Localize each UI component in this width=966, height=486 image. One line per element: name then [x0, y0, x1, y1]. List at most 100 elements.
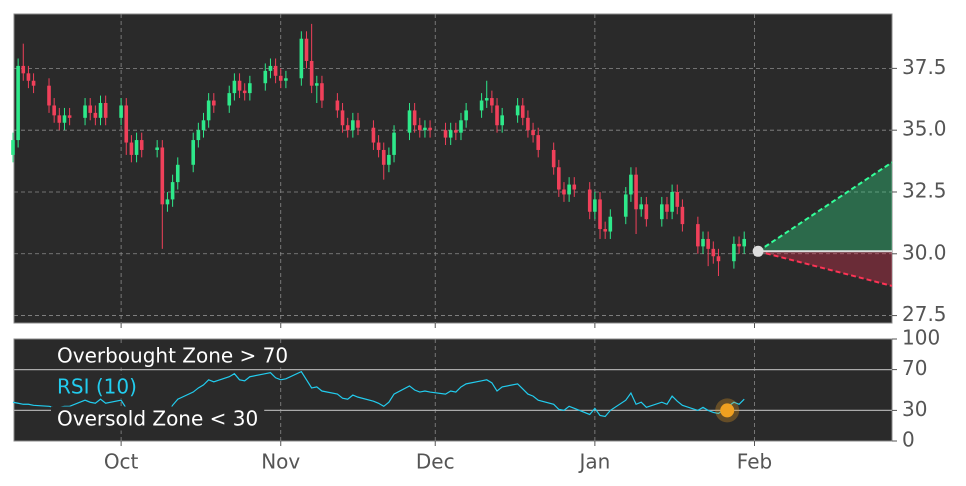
candle-body — [412, 110, 417, 126]
candle-body — [742, 238, 747, 247]
candle-body — [191, 140, 196, 165]
projection-lower — [757, 250, 893, 287]
candle-body — [155, 147, 159, 150]
candle-body — [160, 147, 165, 205]
candle-body — [665, 204, 669, 212]
candle-body — [531, 130, 535, 136]
candle-body — [484, 98, 489, 101]
legend-label: Oversold Zone < 30 — [57, 407, 258, 431]
legend-bg — [51, 343, 295, 368]
y-tick-label: 0 — [902, 428, 915, 452]
x-tick-label: Jan — [577, 450, 610, 474]
candle-body — [603, 229, 607, 232]
candle-body — [701, 238, 705, 247]
y-tick-label: 30 — [902, 397, 927, 421]
candle-body — [119, 105, 123, 118]
candle-body — [237, 80, 242, 91]
candle-body — [196, 130, 201, 141]
candle-body — [206, 100, 211, 121]
candle-body — [16, 65, 20, 141]
candle-body — [57, 115, 62, 123]
candle-body — [103, 102, 108, 118]
candle-body — [175, 164, 180, 183]
candle-body — [26, 73, 31, 81]
candle-body — [309, 60, 314, 86]
candle-body — [356, 120, 360, 128]
candle-body — [443, 130, 448, 138]
candle-body — [417, 125, 422, 131]
marker — [720, 403, 735, 418]
candle-body — [732, 243, 736, 262]
candle-body — [129, 142, 134, 155]
candle-body — [170, 182, 175, 200]
candle-body — [134, 140, 139, 155]
candle-body — [232, 80, 237, 94]
candle-body — [371, 127, 376, 143]
candle-body — [479, 100, 484, 111]
candle-body — [644, 204, 649, 220]
candle-body — [165, 199, 170, 205]
candle-body — [557, 167, 561, 190]
candle-body — [448, 130, 453, 138]
candle-body — [629, 174, 633, 195]
candle-body — [520, 105, 525, 118]
candle-body — [526, 117, 530, 131]
x-tick-label: Dec — [416, 450, 455, 474]
candle-body — [381, 149, 386, 165]
candle-body — [562, 189, 566, 195]
candle-body — [680, 206, 685, 225]
candle-body — [47, 85, 51, 106]
candle-body — [248, 83, 252, 94]
y-tick-label: 32.5 — [902, 178, 947, 202]
candle-body — [345, 125, 350, 131]
legend-bg — [51, 374, 143, 399]
candle-body — [278, 75, 283, 81]
candle-body — [587, 189, 592, 212]
candle-body — [639, 204, 644, 210]
candle-body — [706, 238, 710, 249]
candle-body — [459, 120, 463, 133]
y-tick-label: 30.0 — [902, 240, 947, 264]
candle-body — [407, 110, 412, 133]
candle-body — [351, 120, 355, 131]
candle-body — [31, 80, 36, 86]
candle-body — [392, 132, 396, 155]
x-tick-label: Nov — [261, 450, 300, 474]
candle-body — [227, 93, 232, 106]
candle-body — [495, 105, 499, 126]
y-tick-label: 37.5 — [902, 55, 947, 79]
candle-body — [376, 142, 381, 150]
candle-body — [551, 149, 556, 168]
legend-bg — [51, 406, 265, 431]
price-layer: 27.5 30.0 32.5 35.0 37.5 — [11, 14, 947, 328]
candle-body — [454, 130, 458, 133]
candle-body — [52, 105, 56, 116]
candle-body — [83, 105, 87, 118]
legend-label: Overbought Zone > 70 — [57, 344, 288, 368]
candle-body — [340, 110, 345, 126]
candle-body — [608, 216, 613, 232]
rsi-layer: 0 30 70 100 Oct Nov Dec Jan Feb Overbought Zone >… — [12, 326, 940, 474]
y-tick-label: 27.5 — [902, 302, 947, 326]
candle-body — [314, 83, 319, 86]
candle-body — [598, 199, 602, 230]
candle-body — [93, 112, 98, 118]
candle-body — [284, 78, 288, 81]
candle-body — [335, 100, 340, 111]
candle-body — [21, 65, 26, 74]
y-tick-label: 35.0 — [902, 117, 947, 141]
legend-label: RSI (10) — [57, 375, 137, 399]
candle-body — [423, 127, 427, 131]
candle-body — [716, 256, 721, 262]
candle-body — [139, 140, 144, 150]
candle-body — [623, 194, 628, 217]
candle-body — [98, 102, 103, 118]
candle-body — [67, 115, 72, 118]
x-tick-label: Oct — [104, 450, 139, 474]
candle-body — [124, 105, 129, 143]
projection-upper — [757, 161, 893, 253]
candle-body — [88, 105, 93, 113]
candle-body — [242, 90, 247, 94]
candle-body — [268, 65, 273, 71]
